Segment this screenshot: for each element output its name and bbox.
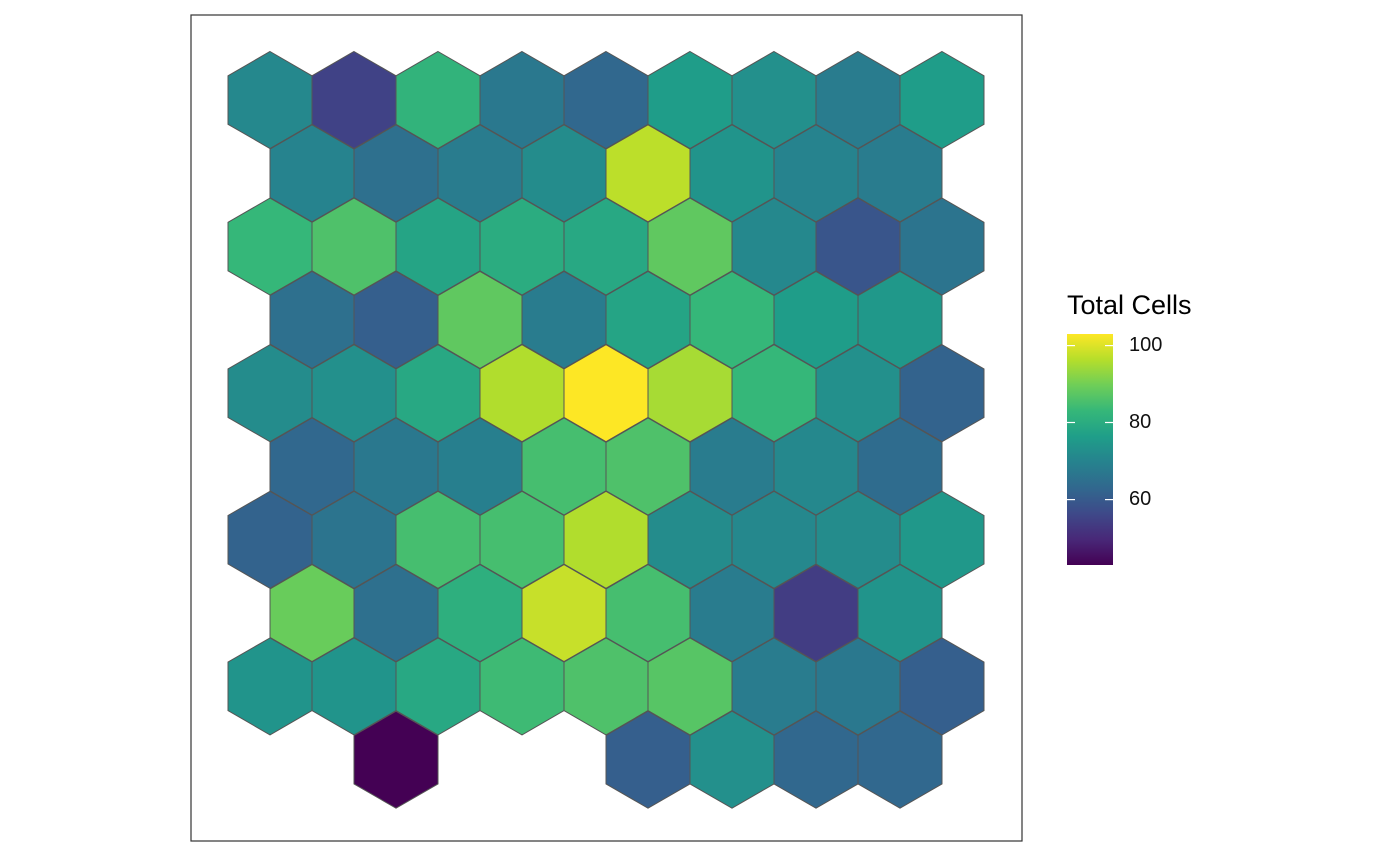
hex-cell — [899, 50, 985, 150]
hex-cell — [353, 710, 439, 809]
colorbar-ticks — [1067, 345, 1113, 501]
colorbar-tick-label: 100 — [1129, 333, 1163, 356]
colorbar-tick-label: 60 — [1129, 487, 1152, 510]
hex-layer — [227, 50, 985, 809]
hex-cell — [857, 710, 943, 809]
colorbar-tick-label: 80 — [1129, 410, 1152, 433]
hex-cell — [899, 344, 985, 443]
colorbar — [1067, 334, 1113, 565]
legend-title: Total Cells — [1067, 290, 1192, 320]
hex-cell — [899, 490, 985, 589]
panel-border — [190, 14, 1023, 842]
